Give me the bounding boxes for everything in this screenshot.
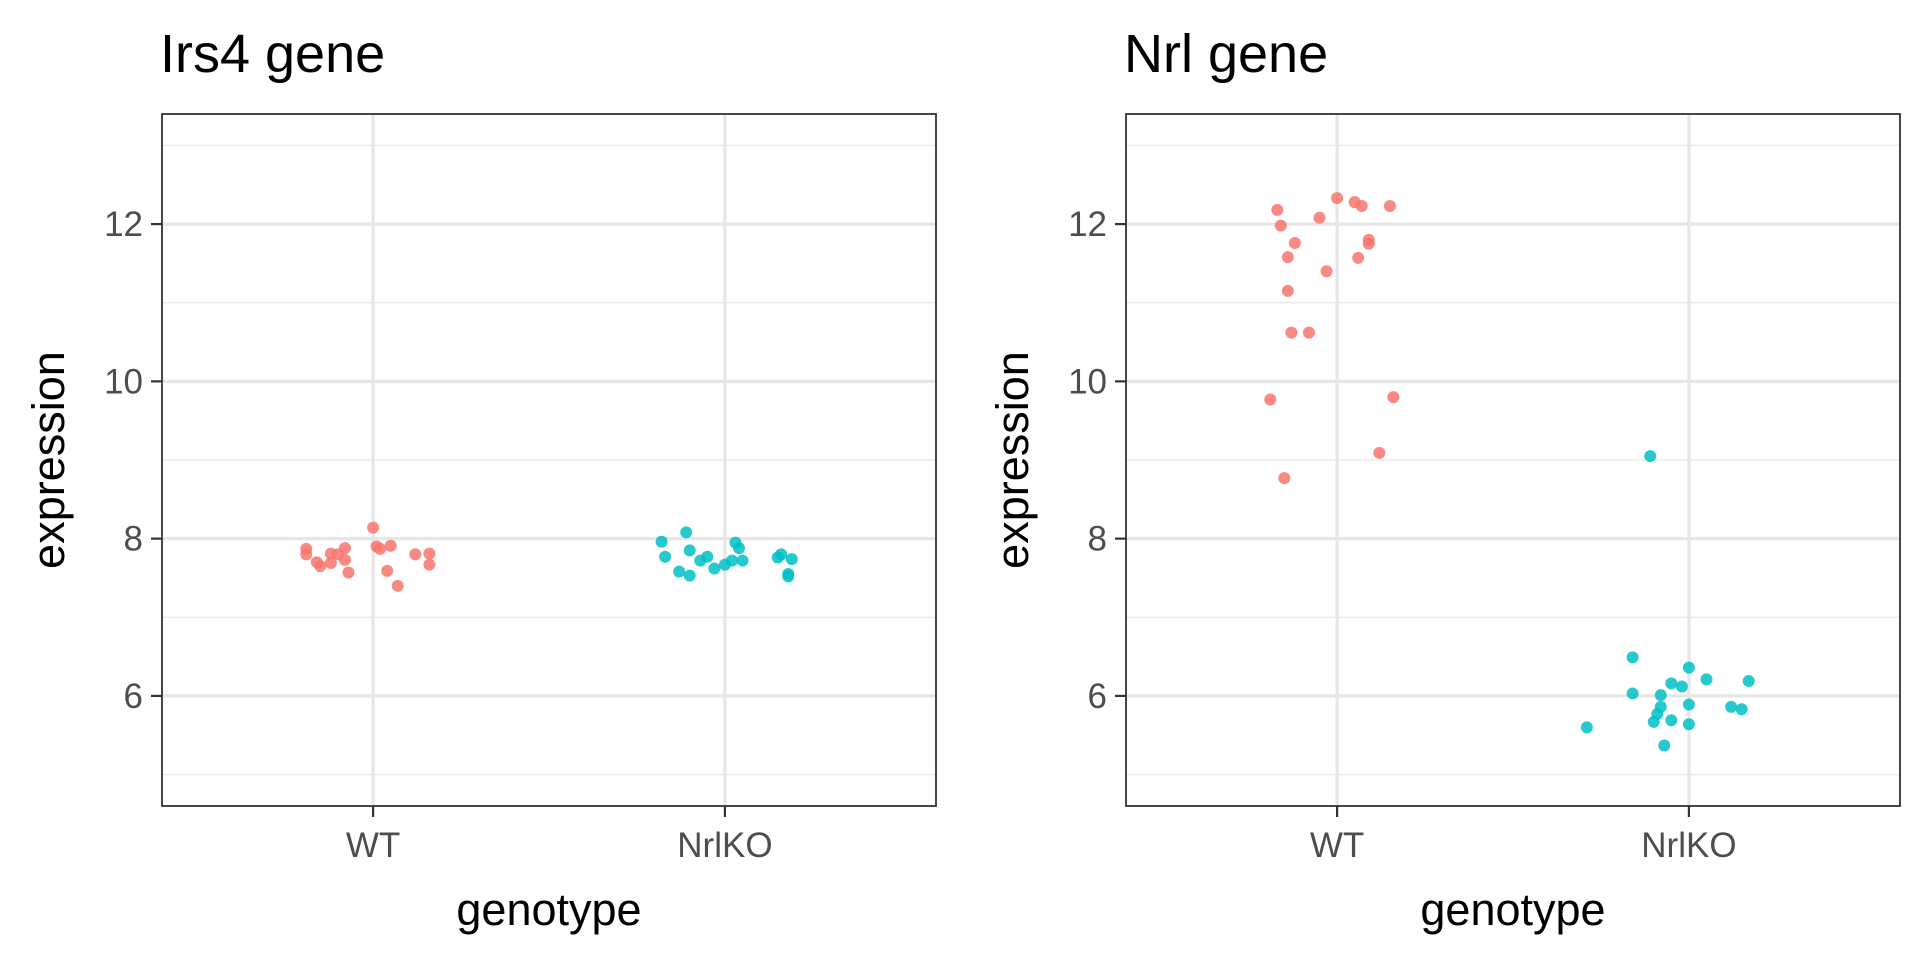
data-point-wt: [423, 559, 435, 571]
data-point-nrlko: [1683, 718, 1695, 730]
x-axis-title: genotype: [456, 884, 641, 935]
y-tick-label: 6: [124, 677, 143, 716]
data-point-nrlko: [775, 548, 787, 560]
x-tick-label: WT: [1310, 826, 1364, 865]
data-point-wt: [423, 548, 435, 560]
data-point-wt: [374, 543, 386, 555]
data-point-nrlko: [733, 542, 745, 554]
data-point-wt: [1264, 393, 1276, 405]
y-tick-label: 12: [1068, 205, 1107, 244]
data-point-wt: [1331, 192, 1343, 204]
data-point-nrlko: [1665, 677, 1677, 689]
data-point-nrlko: [708, 563, 720, 575]
data-point-nrlko: [1683, 662, 1695, 674]
data-point-wt: [1303, 327, 1315, 339]
data-point-wt: [1314, 212, 1326, 224]
data-point-nrlko: [1683, 699, 1695, 711]
y-tick-label: 10: [1068, 362, 1107, 401]
y-axis-title: expression: [987, 351, 1038, 569]
data-point-nrlko: [1655, 689, 1667, 701]
y-axis-title: expression: [23, 351, 74, 569]
data-point-nrlko: [726, 555, 738, 567]
chart-title: Nrl gene: [1124, 24, 1328, 84]
data-point-nrlko: [1725, 701, 1737, 713]
data-point-nrlko: [1644, 450, 1656, 462]
data-point-nrlko: [786, 553, 798, 565]
x-tick-label: NrlKO: [1641, 826, 1736, 865]
y-tick-label: 12: [104, 205, 143, 244]
data-point-nrlko: [684, 570, 696, 582]
chart-title: Irs4 gene: [160, 24, 385, 84]
data-point-wt: [1384, 200, 1396, 212]
y-tick-label: 6: [1088, 677, 1107, 716]
data-point-nrlko: [1627, 651, 1639, 663]
data-point-wt: [385, 540, 397, 552]
data-point-wt: [342, 566, 354, 578]
data-point-nrlko: [701, 551, 713, 563]
data-point-nrlko: [1676, 680, 1688, 692]
x-tick-label: WT: [346, 826, 400, 865]
data-point-wt: [1373, 447, 1385, 459]
data-point-wt: [1321, 265, 1333, 277]
data-point-wt: [1356, 200, 1368, 212]
data-point-wt: [1289, 237, 1301, 249]
x-axis-title: genotype: [1420, 884, 1605, 935]
data-point-wt: [300, 548, 312, 560]
data-point-nrlko: [1655, 701, 1667, 713]
data-point-wt: [1278, 472, 1290, 484]
data-point-wt: [314, 560, 326, 572]
data-point-wt: [392, 580, 404, 592]
data-point-wt: [367, 522, 379, 534]
y-tick-label: 8: [1088, 520, 1107, 559]
data-point-wt: [1363, 238, 1375, 250]
data-point-nrlko: [680, 526, 692, 538]
data-point-nrlko: [1665, 714, 1677, 726]
data-point-nrlko: [659, 551, 671, 563]
data-point-nrlko: [1627, 688, 1639, 700]
data-point-nrlko: [1701, 673, 1713, 685]
y-tick-label: 8: [124, 520, 143, 559]
data-point-wt: [339, 542, 351, 554]
data-point-nrlko: [1658, 739, 1670, 751]
data-point-wt: [409, 548, 421, 560]
data-point-nrlko: [684, 544, 696, 556]
data-point-nrlko: [673, 566, 685, 578]
data-point-nrlko: [1581, 721, 1593, 733]
data-point-wt: [1282, 285, 1294, 297]
data-point-wt: [1387, 391, 1399, 403]
data-point-nrlko: [656, 536, 668, 548]
data-point-wt: [1282, 251, 1294, 263]
data-point-nrlko: [1743, 675, 1755, 687]
data-point-wt: [381, 565, 393, 577]
data-point-wt: [339, 554, 351, 566]
data-point-wt: [1275, 220, 1287, 232]
data-point-nrlko: [782, 570, 794, 582]
data-point-nrlko: [1736, 703, 1748, 715]
x-tick-label: NrlKO: [677, 826, 772, 865]
data-point-wt: [1271, 204, 1283, 216]
data-point-wt: [1285, 327, 1297, 339]
data-point-nrlko: [737, 555, 749, 567]
data-point-wt: [1352, 252, 1364, 264]
y-tick-label: 10: [104, 362, 143, 401]
